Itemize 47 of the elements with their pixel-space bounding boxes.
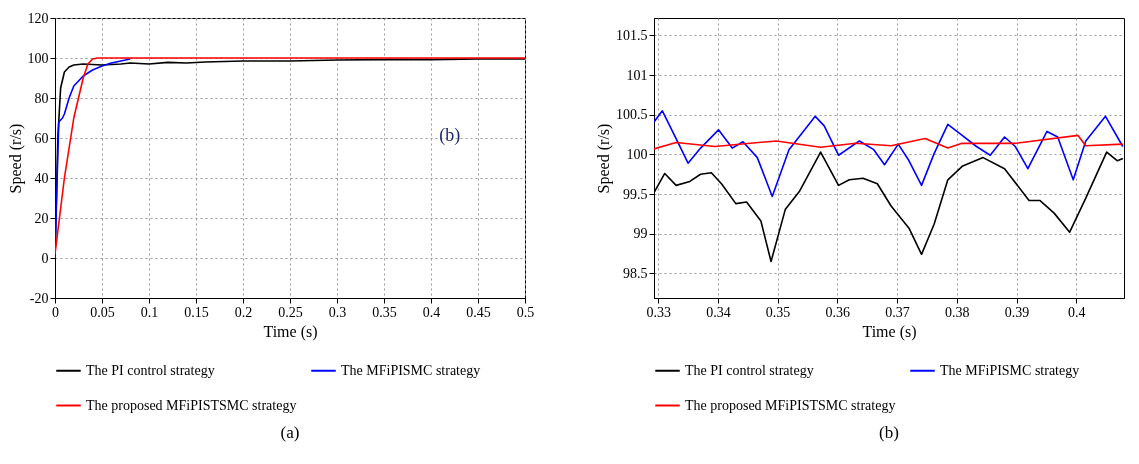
- y-tick-label: 80: [34, 90, 49, 106]
- legend-label: The MFiPISMC strategy: [940, 362, 1080, 378]
- y-axis-title: Speed (r/s): [595, 123, 613, 194]
- x-tick-label: 0.37: [885, 304, 910, 320]
- x-tick-label: 0.3: [328, 304, 347, 320]
- legend-label: The PI control strategy: [685, 362, 814, 378]
- y-tick-label: 100: [626, 146, 648, 162]
- y-tick-label: 101: [626, 67, 648, 83]
- y-tick-label: 100: [27, 50, 49, 66]
- y-tick-label: 98.5: [623, 265, 648, 281]
- x-tick-label: 0.38: [945, 304, 970, 320]
- x-tick-label: 0.34: [706, 304, 731, 320]
- x-axis-title: Time (s): [263, 322, 318, 341]
- y-tick-label: 99: [633, 226, 648, 242]
- text: (b): [879, 423, 899, 442]
- x-tick-label: 0.35: [372, 304, 397, 320]
- x-tick-label: 0.4: [422, 304, 441, 320]
- y-tick-label: 99.5: [623, 186, 648, 202]
- legend-label: The MFiPISMC strategy: [341, 362, 481, 378]
- x-tick-label: 0.15: [184, 304, 209, 320]
- text: (a): [280, 423, 300, 442]
- y-tick-label: -20: [29, 290, 49, 306]
- x-tick-label: 0.39: [1004, 304, 1030, 320]
- x-tick-label: 0.1: [140, 304, 159, 320]
- x-tick-label: 0.33: [646, 304, 671, 320]
- x-tick-label: 0.05: [90, 304, 115, 320]
- x-tick-label: 0.36: [825, 304, 851, 320]
- x-tick-label: 0.45: [466, 304, 491, 320]
- y-tick-label: 101.5: [616, 27, 648, 43]
- x-tick-label: 0.25: [278, 304, 303, 320]
- y-axis-title: Speed (r/s): [6, 123, 25, 194]
- y-tick-label: 20: [34, 210, 49, 226]
- x-tick-label: 0.2: [234, 304, 253, 320]
- y-tick-label: 40: [34, 170, 49, 186]
- y-tick-label: 120: [27, 10, 49, 26]
- x-tick-label: 0: [52, 304, 59, 320]
- y-tick-label: 100.5: [616, 107, 648, 123]
- legend-label: The PI control strategy: [86, 362, 215, 378]
- legend-label: The proposed MFiPISTSMC strategy: [685, 397, 896, 413]
- x-tick-label: 0.4: [1067, 304, 1086, 320]
- x-tick-label: 0.5: [516, 304, 535, 320]
- y-tick-label: 0: [41, 250, 49, 266]
- legend-label: The proposed MFiPISTSMC strategy: [86, 397, 297, 413]
- x-tick-label: 0.35: [765, 304, 791, 320]
- annotation: (b): [439, 124, 461, 146]
- x-axis-title: Time (s): [862, 322, 917, 341]
- y-tick-label: 60: [34, 130, 49, 146]
